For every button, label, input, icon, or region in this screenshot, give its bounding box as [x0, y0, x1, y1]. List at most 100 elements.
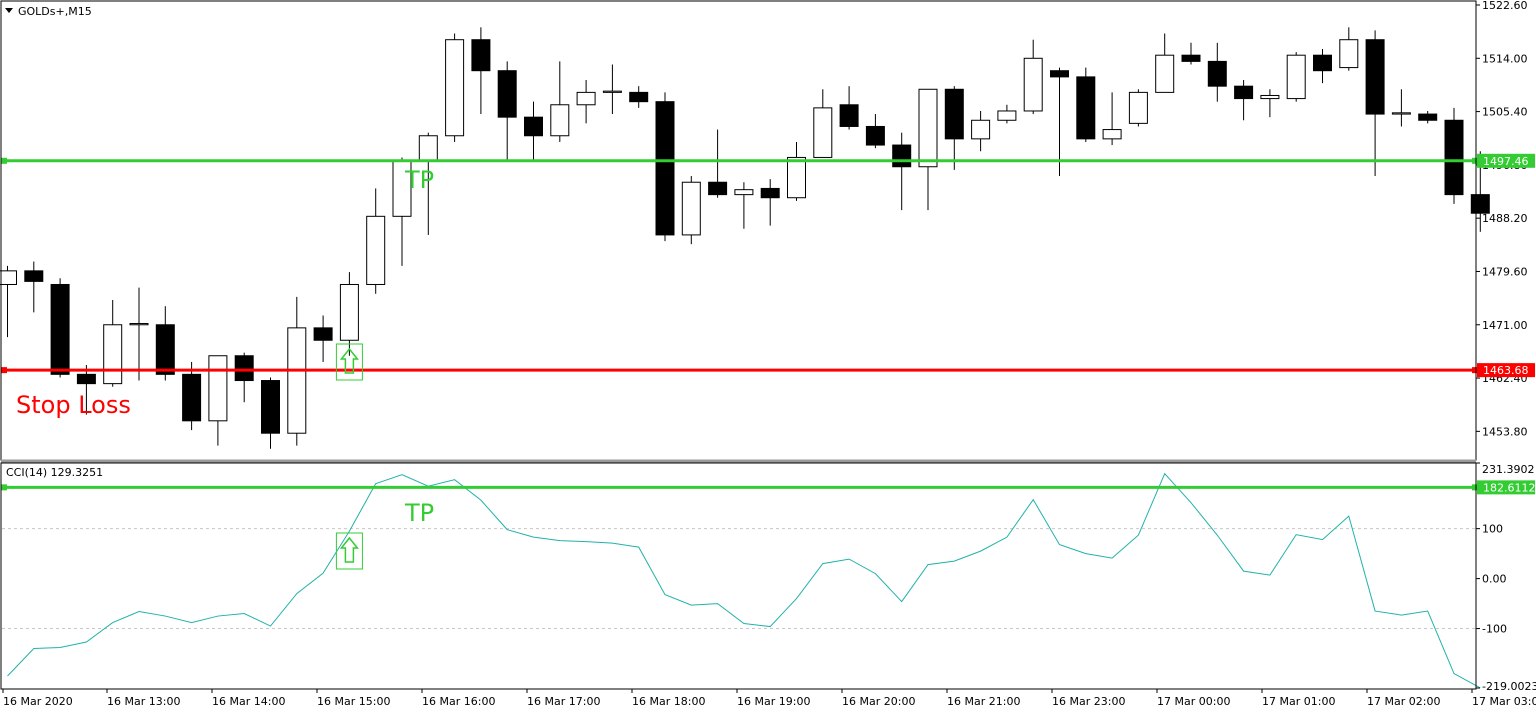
candle-body-bull [1155, 54, 1175, 93]
candle [1181, 42, 1201, 65]
levels-layer [1, 157, 1478, 491]
candle-body-bear [24, 270, 44, 282]
cci-layer [7, 472, 1481, 689]
candle-body-bear [313, 327, 333, 341]
tp-price-tag-box [1477, 153, 1535, 168]
candle [287, 296, 307, 446]
candle-body-bear [1050, 70, 1069, 78]
candle [0, 265, 17, 338]
tp-cci-tag-box [1477, 480, 1535, 495]
time-axis-label: 16 Mar 13:00 [107, 695, 180, 708]
candle-body-bear [1365, 39, 1385, 115]
cci-axis-label: 0.00 [1482, 573, 1507, 586]
price-axis-label: 1514.00 [1482, 52, 1528, 65]
candle [1313, 48, 1332, 84]
candle [681, 176, 701, 245]
tp-price-line-handle-right[interactable] [1472, 157, 1478, 164]
candle-body-bull [208, 355, 228, 422]
candle-body-bull [602, 90, 622, 93]
candle [550, 61, 570, 142]
price-axis-label: 1522.60 [1482, 0, 1528, 12]
price-axis-label: 1505.40 [1482, 106, 1528, 119]
time-axis-label: 16 Mar 2020 [3, 695, 73, 708]
sl-price-line-handle-left[interactable] [1, 367, 7, 374]
indicator-label: CCI(14) 129.3251 [6, 466, 103, 479]
tp-cci-line-handle-right[interactable] [1472, 484, 1478, 491]
candle [24, 261, 44, 313]
buy-signal-price[interactable] [335, 343, 363, 381]
candle [944, 86, 964, 170]
candle-body-bear [839, 104, 859, 127]
candle [76, 365, 96, 415]
candle-body-bear [1418, 113, 1438, 121]
candle [997, 104, 1017, 124]
candle [1023, 39, 1043, 115]
cci-axis-label: 100 [1482, 523, 1503, 536]
chart-menu-triangle-icon[interactable] [5, 8, 13, 13]
sl-price-line-handle-right[interactable] [1472, 367, 1478, 374]
tp-price-line-handle-left[interactable] [1, 157, 7, 164]
candle-body-bear [1076, 76, 1096, 140]
candle-body-bull [366, 215, 386, 285]
stop-loss-text: Stop Loss [16, 391, 131, 419]
candle [839, 86, 859, 130]
cci-line [7, 472, 1481, 689]
buy-signal-cci-frame [335, 532, 363, 570]
candle [1339, 27, 1359, 71]
candle [366, 188, 386, 294]
candle [1128, 89, 1148, 127]
candle [339, 272, 359, 356]
price-axis-label: 1479.60 [1482, 265, 1528, 278]
candle-body-bull [103, 324, 123, 385]
time-axis-label: 16 Mar 16:00 [422, 695, 495, 708]
candle [971, 110, 991, 152]
candle-body-bear [892, 144, 912, 168]
time-axis-label: 16 Mar 18:00 [632, 695, 705, 708]
candle-body-bull [734, 189, 754, 196]
cci-axis-label: 231.3902 [1482, 463, 1535, 476]
candle [1102, 92, 1122, 146]
candle [1286, 52, 1306, 102]
candle-body-bear [865, 125, 885, 146]
candle [1391, 89, 1411, 127]
candle-body-bear [182, 373, 202, 422]
sl-price-tag-box [1477, 363, 1535, 378]
candle [471, 27, 491, 115]
candle [865, 114, 885, 149]
time-axis-label: 17 Mar 03:0 [1472, 695, 1536, 708]
time-axis-label: 16 Mar 15:00 [317, 695, 390, 708]
candle-body-bear [76, 373, 96, 385]
candle-body-bull [997, 110, 1017, 121]
candle [155, 306, 175, 381]
candle [1155, 33, 1175, 93]
labels-layer: GOLDs+,M15 CCI(14) 129.3251 TP Stop Loss TP [5, 5, 434, 570]
candle-body-bull [1023, 57, 1043, 112]
candle [261, 377, 280, 449]
time-axis-label: 17 Mar 01:00 [1262, 695, 1335, 708]
candle-body-bull [1260, 94, 1280, 100]
candle-body-bear [471, 39, 491, 72]
candle-body-bull [918, 88, 938, 168]
candle [734, 182, 754, 229]
price-axis-label: 1471.00 [1482, 319, 1528, 332]
candle-body-bear [1234, 85, 1254, 100]
candle [234, 352, 254, 403]
candle-body-bull [813, 107, 833, 158]
buy-signal-cci[interactable] [335, 532, 363, 570]
candle [813, 89, 833, 158]
time-axis-label: 16 Mar 17:00 [527, 695, 600, 708]
candle-body-bear [1444, 119, 1464, 196]
candle [1050, 67, 1069, 177]
tp-cci-line-handle-left[interactable] [1, 484, 7, 491]
price-axis-label: 1488.20 [1482, 212, 1528, 225]
candle-body-bear [497, 70, 517, 118]
candle-body-bear [1207, 60, 1227, 87]
candle [103, 299, 123, 387]
candle-body-bear [524, 116, 543, 137]
tp-cci-text: TP [404, 499, 434, 527]
cci-axis-label: -100 [1482, 623, 1507, 636]
candle-body-bull [1128, 91, 1148, 124]
